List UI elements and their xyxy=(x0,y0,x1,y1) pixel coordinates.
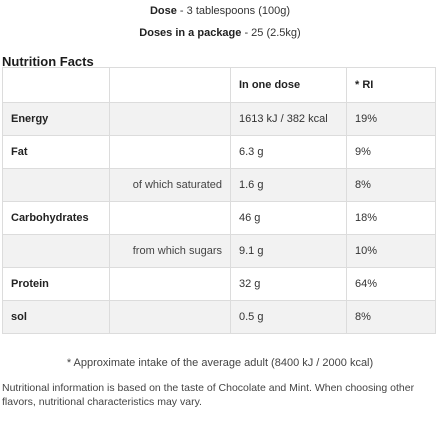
table-row: Carbohydrates 46 g 18% xyxy=(2,201,436,235)
doses-in-package-value: - 25 (2.5kg) xyxy=(241,27,301,39)
nutrient-name: Protein xyxy=(2,267,110,301)
header-ri-cell: * RI xyxy=(346,67,436,103)
ri-footnote: * Approximate intake of the average adul… xyxy=(66,357,374,369)
nutrient-ri: 18% xyxy=(346,201,436,235)
nutrient-subname xyxy=(109,201,231,235)
nutrient-name: Fat xyxy=(2,135,110,169)
doses-in-package-line: Doses in a package - 25 (2.5kg) xyxy=(0,26,440,48)
doses-in-package-label: Doses in a package xyxy=(139,27,242,39)
nutrient-subname xyxy=(109,267,231,301)
nutrient-name: Carbohydrates xyxy=(2,201,110,235)
nutrient-name: Energy xyxy=(2,102,110,136)
header-dose-cell: In one dose xyxy=(230,67,347,103)
table-row: Fat 6.3 g 9% xyxy=(2,135,436,169)
nutrient-subname: from which sugars xyxy=(109,234,231,268)
table-header-row: In one dose * RI xyxy=(2,67,436,103)
header-sub-cell xyxy=(109,67,231,103)
nutrient-dose: 32 g xyxy=(230,267,347,301)
nutrient-subname xyxy=(109,102,231,136)
nutrient-ri: 8% xyxy=(346,300,436,334)
nutrient-name xyxy=(2,234,110,268)
nutrient-dose: 6.3 g xyxy=(230,135,347,169)
nutrient-dose: 0.5 g xyxy=(230,300,347,334)
table-row: Energy 1613 kJ / 382 kcal 19% xyxy=(2,102,436,136)
nutrition-table: In one dose * RI Energy 1613 kJ / 382 kc… xyxy=(2,67,436,334)
nutrient-ri: 9% xyxy=(346,135,436,169)
table-row: from which sugars 9.1 g 10% xyxy=(2,234,436,268)
nutrition-facts-title: Nutrition Facts xyxy=(2,54,94,69)
dose-label: Dose xyxy=(149,5,177,17)
nutrient-dose: 9.1 g xyxy=(230,234,347,268)
nutrient-name xyxy=(2,168,110,202)
dose-value: - 3 tablespoons (100g) xyxy=(176,5,291,17)
nutrient-dose: 46 g xyxy=(230,201,347,235)
nutrient-name: sol xyxy=(2,300,110,334)
flavor-disclaimer: Nutritional information is based on the … xyxy=(2,382,415,408)
dose-line: Dose - 3 tablespoons (100g) xyxy=(0,0,440,26)
table-row: of which saturated 1.6 g 8% xyxy=(2,168,436,202)
table-row: Protein 32 g 64% xyxy=(2,267,436,301)
nutrient-subname xyxy=(109,135,231,169)
nutrient-dose: 1613 kJ / 382 kcal xyxy=(230,102,347,136)
nutrient-dose: 1.6 g xyxy=(230,168,347,202)
nutrient-ri: 8% xyxy=(346,168,436,202)
nutrient-subname xyxy=(109,300,231,334)
nutrient-subname: of which saturated xyxy=(109,168,231,202)
header-name-cell xyxy=(2,67,110,103)
nutrient-ri: 10% xyxy=(346,234,436,268)
nutrient-ri: 64% xyxy=(346,267,436,301)
table-row: sol 0.5 g 8% xyxy=(2,300,436,334)
nutrient-ri: 19% xyxy=(346,102,436,136)
